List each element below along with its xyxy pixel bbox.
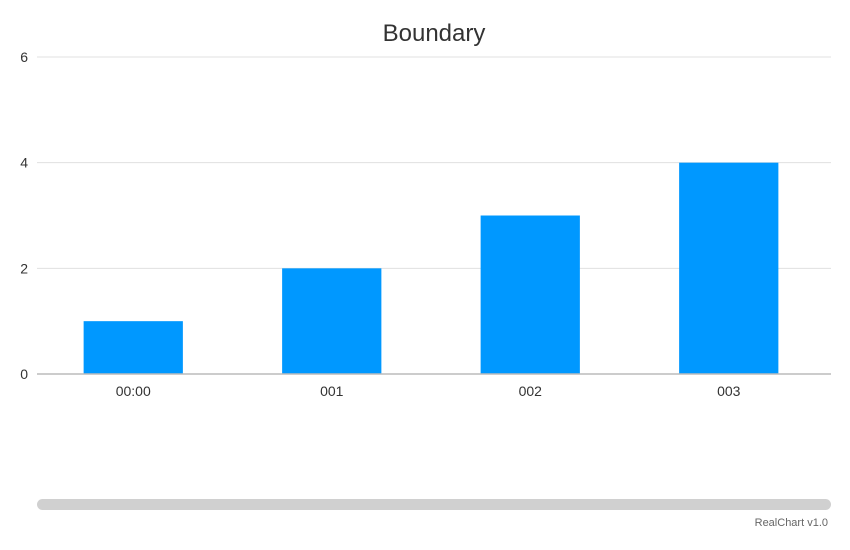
bars	[83, 162, 779, 375]
y-tick-label-0: 0	[20, 366, 28, 382]
x-tick-label-002: 002	[519, 383, 543, 399]
bar-00:00[interactable]	[83, 321, 183, 374]
y-axis-tick-labels: 0 2 4 6	[20, 49, 28, 382]
chart-credit: RealChart v1.0	[755, 517, 828, 529]
bar-003[interactable]	[679, 162, 779, 374]
horizontal-scrollbar[interactable]	[37, 499, 831, 510]
x-tick-label-003: 003	[717, 383, 741, 399]
chart-title: Boundary	[383, 20, 486, 47]
x-tick-label-001: 001	[320, 383, 344, 399]
y-tick-label-6: 6	[20, 49, 28, 65]
bar-002[interactable]	[480, 215, 580, 375]
x-axis-tick-labels: 00:00 001 002 003	[116, 383, 741, 399]
bar-001[interactable]	[282, 268, 382, 374]
y-tick-label-2: 2	[20, 260, 28, 276]
y-tick-label-4: 4	[20, 155, 28, 171]
x-tick-label-00:00: 00:00	[116, 383, 151, 399]
